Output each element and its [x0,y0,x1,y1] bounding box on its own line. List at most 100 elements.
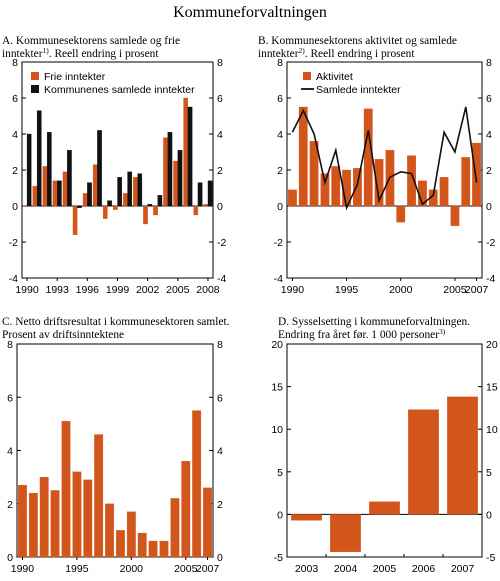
panel-d-bar [447,396,478,515]
panel-a-bar [52,180,58,207]
panel-d-ytick-label-left: 0 [277,509,283,521]
panel-a-bar [22,205,28,207]
panel-b-bar [396,205,406,223]
panel-b-bar [288,189,297,207]
panel-b-xtick-label: 2000 [389,284,413,296]
panel-b-series-line [291,106,478,211]
panel-a-bar [193,205,199,216]
panel-b-ytick-label-left: 0 [277,201,283,213]
panel-c-bar [83,479,93,558]
panel-a-bar [77,205,82,208]
panel-a-ytick-label-left: 6 [12,93,18,105]
panel-a-bar [46,132,52,207]
panel-c-ytick-label-left: 8 [7,339,13,351]
panel-a-legend-swatch [31,72,39,80]
panel-d-bar [408,409,439,515]
panel-a-ytick-label-right: -4 [217,273,226,285]
panel-a-legend-label: Kommunenes samlede inntekter [44,84,195,96]
panel-a-bar [163,137,168,207]
panel-c-bar [28,492,38,558]
panel-b-bar [331,166,341,207]
panel-b-xtick-label: 2005 [443,284,467,296]
panel-b-ytick-label-right: -4 [486,273,495,285]
panel-a-legend-label: Frie inntekter [44,71,106,83]
panel-d-xtick-label: 2005 [373,563,397,575]
panel-a-bar [57,180,62,207]
panel-c-bar [18,484,27,558]
panel-a-bar [177,150,183,207]
panel-c-xtick-label: 2007 [196,563,220,575]
panel-a-bar [107,200,112,207]
panel-a-title: A. Kommunesektorens samlede og frie innt… [2,35,181,60]
panel-a-ytick-label-right: -2 [217,237,226,249]
panel-a-xtick-label: 2005 [166,284,190,296]
panel-b-ytick-label-left: 2 [277,165,283,177]
panel-d-frame [286,343,483,558]
panel-a-bar [133,177,138,207]
panel-a-xtick-label: 1993 [46,284,70,296]
panel-c-bar [159,540,169,558]
panel-b-bar [472,142,481,207]
panel-c-xtick-label: 2005 [174,563,198,575]
panel-c-bar [61,421,71,558]
panel-b-bar [298,106,308,207]
panel-c-bar [148,540,158,558]
page-title: Kommuneforvaltningen [173,4,327,21]
panel-d-bar [330,514,361,553]
panel-b-xtick-label: 1990 [281,284,305,296]
panel-a-bar [153,205,158,216]
panel-c-ytick-label-left: 4 [7,446,13,458]
panel-a-ytick-label-right: 0 [217,201,223,213]
panel-b-legend-swatch [303,72,311,80]
panel-a-bar [183,97,189,207]
panel-d-title: D. Sysselsetting i kommuneforvaltningen.… [278,316,471,341]
panel-a-ytick-label-left: -4 [9,273,18,285]
panel-a-bar [113,205,118,210]
panel-c-bar [181,460,191,558]
panel-d-ytick-label-left: 10 [271,424,283,436]
panel-c-bar [192,410,202,558]
panel-c-bar [126,511,136,558]
panel-a-bar [102,205,108,219]
panel-c-ytick-label-right: 6 [217,392,223,404]
panel-b-ytick-label-left: -4 [274,273,283,285]
panel-c-title: C. Netto driftsresultat i kommunesektore… [2,316,230,341]
panel-b-ytick-label-left: 8 [277,57,283,69]
panel-d-ytick-label-left: -5 [274,552,283,564]
panel-a-bar [157,195,163,207]
panel-a-bar [72,205,78,235]
panel-a-bar [117,177,122,207]
panel-a-bar [97,130,102,207]
panel-a-bar [167,132,173,207]
panel-d-xtick-label: 2006 [412,563,436,575]
panel-c-bar [39,476,49,558]
panel-a-xtick-label: 1996 [76,284,100,296]
panel-a-xtick-label: 1999 [106,284,130,296]
panel-a-bar [87,182,92,207]
panel-a-ytick-label-left: 2 [12,165,18,177]
panel-b-ytick-label-right: -2 [486,237,495,249]
panel-a-bar [67,150,72,207]
panel-b-ytick-label-right: 0 [486,201,492,213]
panel-c-ytick-label-right: 0 [217,552,223,564]
panel-a-bar [32,186,38,207]
panel-a-ytick-label-left: 8 [12,57,18,69]
panel-d-xtick-label: 2003 [295,563,319,575]
panel-d-xtick-label: 2007 [451,563,475,575]
panel-b-bar [461,157,471,207]
panel-a-bar [26,133,32,207]
panel-c-bar [50,490,60,558]
panel-a-ytick-label-left: 0 [12,201,18,213]
panel-d-ytick-label-left: 20 [271,339,283,351]
panel-c-bar [116,530,125,558]
panel-a-bar [187,106,193,207]
panel-a-ytick-label-right: 4 [217,129,223,141]
panel-c-xtick-label: 1990 [11,563,35,575]
panel-c-ytick-label-left: 0 [7,552,13,564]
panel-a-bar [36,110,42,207]
panel-c-bar [72,471,82,558]
panel-d-ytick-label-right: 5 [486,467,492,479]
panel-b-ytick-label-right: 8 [486,57,492,69]
panel-b-ytick-label-left: 4 [277,129,283,141]
